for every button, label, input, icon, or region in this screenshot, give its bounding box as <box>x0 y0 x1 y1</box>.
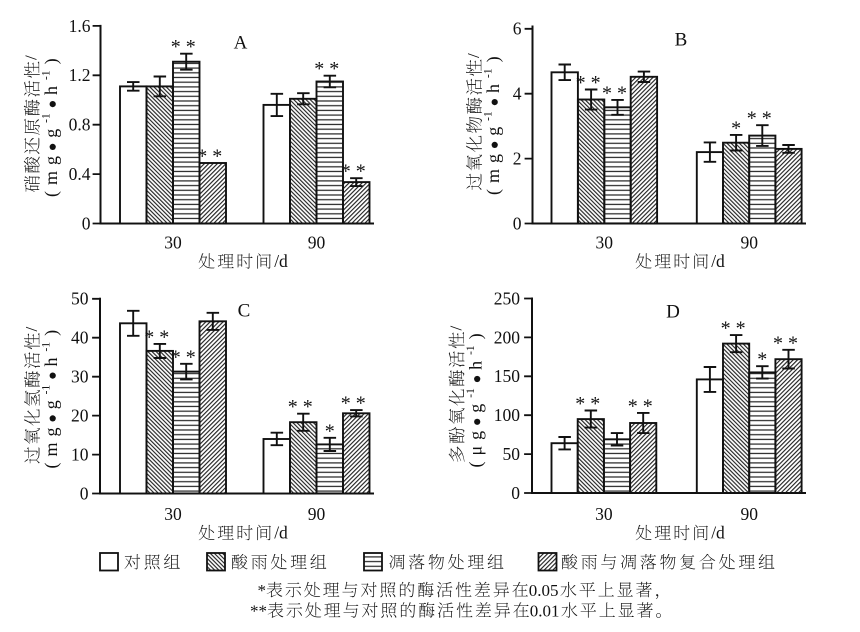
svg-text:90: 90 <box>740 504 758 524</box>
svg-text:h: h <box>41 86 61 95</box>
svg-text:m: m <box>41 442 61 456</box>
svg-text:m: m <box>41 171 61 185</box>
svg-text:150: 150 <box>494 366 521 386</box>
svg-text:0: 0 <box>80 483 89 503</box>
svg-text:*: * <box>731 117 741 139</box>
svg-text:0.05: 0.05 <box>529 581 559 600</box>
svg-text:g: g <box>41 400 61 409</box>
svg-text:20: 20 <box>71 406 89 426</box>
svg-text:/: / <box>22 55 41 60</box>
svg-text:**: ** <box>773 332 803 354</box>
svg-text:0: 0 <box>82 213 91 233</box>
svg-text:0: 0 <box>511 483 520 503</box>
svg-text:/: / <box>446 326 465 331</box>
svg-text:C: C <box>238 301 251 322</box>
svg-text:g: g <box>41 428 61 437</box>
svg-text:40: 40 <box>71 328 89 348</box>
svg-text:0.4: 0.4 <box>69 164 91 184</box>
svg-text:(: ( <box>466 462 487 468</box>
svg-text:-1: -1 <box>40 113 52 123</box>
svg-text:*: * <box>757 349 767 371</box>
svg-text:D: D <box>666 302 680 323</box>
svg-text:-1: -1 <box>40 70 52 80</box>
svg-text:): ) <box>41 58 62 64</box>
svg-text:-1: -1 <box>465 345 477 355</box>
svg-text:**: ** <box>721 318 751 340</box>
svg-text:**: ** <box>171 346 201 368</box>
svg-text:**: ** <box>250 602 267 621</box>
svg-text:30: 30 <box>164 232 182 252</box>
svg-text:**: ** <box>602 82 632 104</box>
svg-text:-1: -1 <box>482 68 494 78</box>
svg-text:**: ** <box>197 146 227 168</box>
svg-text:-1: -1 <box>40 384 52 394</box>
svg-text:**: ** <box>575 393 605 415</box>
svg-text:μ: μ <box>466 446 486 456</box>
svg-text:100: 100 <box>494 405 521 425</box>
svg-text:30: 30 <box>164 504 182 524</box>
svg-text:4: 4 <box>513 84 522 104</box>
svg-text:1.2: 1.2 <box>69 65 91 85</box>
svg-text:*: * <box>258 581 267 600</box>
svg-text:90: 90 <box>308 504 326 524</box>
svg-text:2: 2 <box>513 149 522 169</box>
svg-text:**: ** <box>314 58 344 80</box>
svg-text:h: h <box>483 84 503 93</box>
svg-text:g: g <box>41 156 61 165</box>
svg-text:30: 30 <box>595 504 613 524</box>
svg-text:**: ** <box>288 396 318 418</box>
svg-text:/: / <box>22 327 41 332</box>
svg-text:h: h <box>466 361 486 370</box>
svg-text:g: g <box>483 127 503 136</box>
svg-text:-1: -1 <box>40 342 52 352</box>
svg-text:**: ** <box>171 36 201 58</box>
svg-text:(: ( <box>483 189 504 195</box>
svg-text:(: ( <box>41 463 62 469</box>
svg-text:g: g <box>466 404 486 413</box>
svg-text:90: 90 <box>740 232 758 252</box>
svg-text:(: ( <box>41 191 62 197</box>
svg-text:0.8: 0.8 <box>69 115 91 135</box>
svg-text:/d: /d <box>274 523 288 543</box>
svg-text:g: g <box>483 154 503 163</box>
svg-text:**: ** <box>628 395 658 417</box>
svg-text:0.01: 0.01 <box>530 602 560 621</box>
svg-text:**: ** <box>576 72 606 94</box>
svg-text:**: ** <box>341 161 371 183</box>
svg-text:h: h <box>41 358 61 367</box>
svg-text:30: 30 <box>596 232 614 252</box>
svg-text:30: 30 <box>71 367 89 387</box>
svg-text:): ) <box>466 333 487 339</box>
svg-text:50: 50 <box>71 289 89 309</box>
svg-text:): ) <box>483 56 504 62</box>
svg-text:B: B <box>675 30 688 51</box>
svg-text:**: ** <box>341 393 371 415</box>
svg-text:250: 250 <box>494 288 521 308</box>
svg-text:g: g <box>41 129 61 138</box>
svg-text:6: 6 <box>513 19 522 39</box>
svg-text:*: * <box>325 420 335 442</box>
svg-text:/d: /d <box>711 251 725 271</box>
svg-text:m: m <box>483 169 503 183</box>
svg-text:10: 10 <box>71 445 89 465</box>
svg-text:/d: /d <box>711 523 725 543</box>
svg-text:A: A <box>234 33 248 54</box>
svg-text:): ) <box>41 330 62 336</box>
svg-text:**: ** <box>144 326 174 348</box>
svg-text:0: 0 <box>513 213 522 233</box>
svg-text:200: 200 <box>494 327 521 347</box>
svg-text:/d: /d <box>274 251 288 271</box>
svg-text:-1: -1 <box>465 388 477 398</box>
svg-text:-1: -1 <box>482 111 494 121</box>
svg-text:**: ** <box>747 108 777 130</box>
svg-text:50: 50 <box>503 444 521 464</box>
svg-text:1.6: 1.6 <box>69 16 91 36</box>
svg-text:g: g <box>466 431 486 440</box>
svg-text:/: / <box>464 53 483 58</box>
svg-text:90: 90 <box>308 232 326 252</box>
